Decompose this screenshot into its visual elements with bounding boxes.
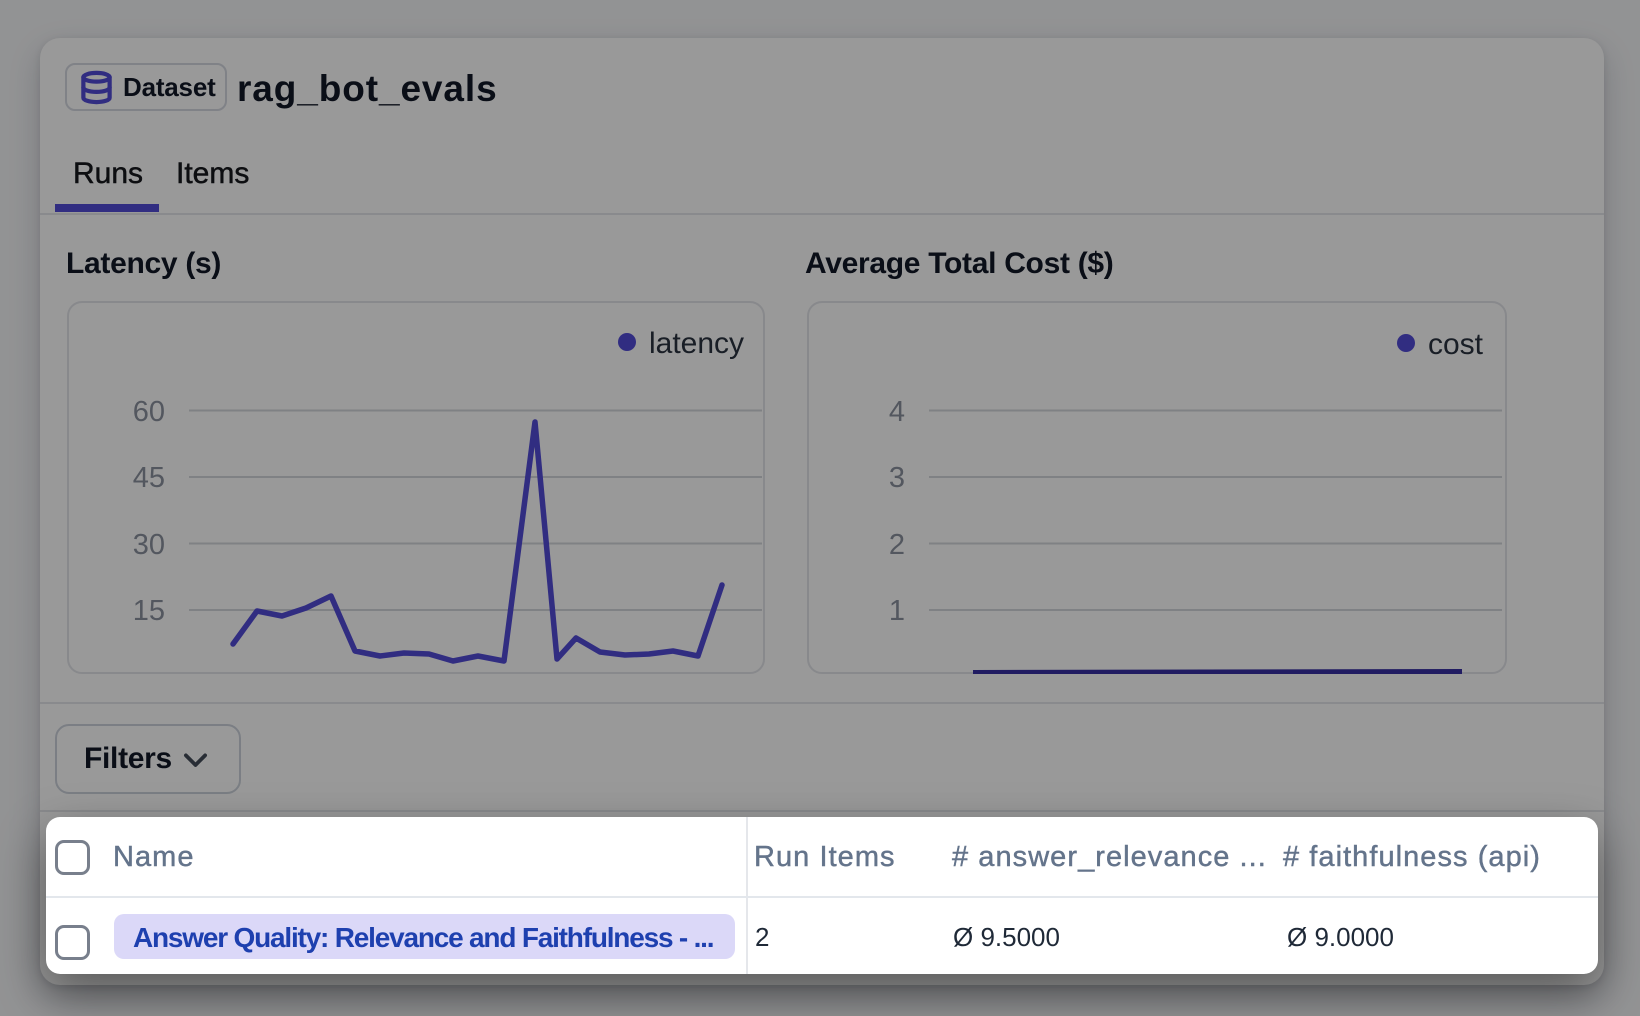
svg-text:3: 3	[889, 462, 905, 494]
svg-text:30: 30	[133, 529, 165, 561]
svg-text:latency: latency	[649, 327, 744, 360]
svg-text:cost: cost	[1428, 328, 1484, 361]
svg-text:15: 15	[133, 595, 165, 627]
svg-text:60: 60	[133, 396, 165, 428]
svg-text:45: 45	[133, 462, 165, 494]
svg-text:2: 2	[889, 529, 905, 561]
svg-text:4: 4	[889, 396, 905, 428]
svg-text:1: 1	[889, 595, 905, 627]
